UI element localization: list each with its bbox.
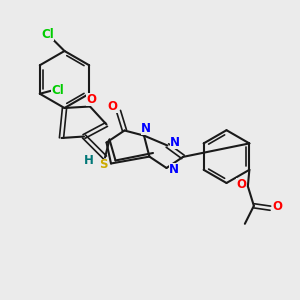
Text: O: O xyxy=(107,100,118,113)
Text: S: S xyxy=(99,158,108,172)
Text: H: H xyxy=(84,154,93,167)
Text: Cl: Cl xyxy=(51,84,64,97)
Text: O: O xyxy=(86,93,96,106)
Text: Cl: Cl xyxy=(42,28,54,41)
Text: N: N xyxy=(170,136,180,149)
Text: O: O xyxy=(236,178,246,191)
Text: O: O xyxy=(272,200,282,213)
Text: N: N xyxy=(169,163,179,176)
Text: N: N xyxy=(140,122,151,136)
